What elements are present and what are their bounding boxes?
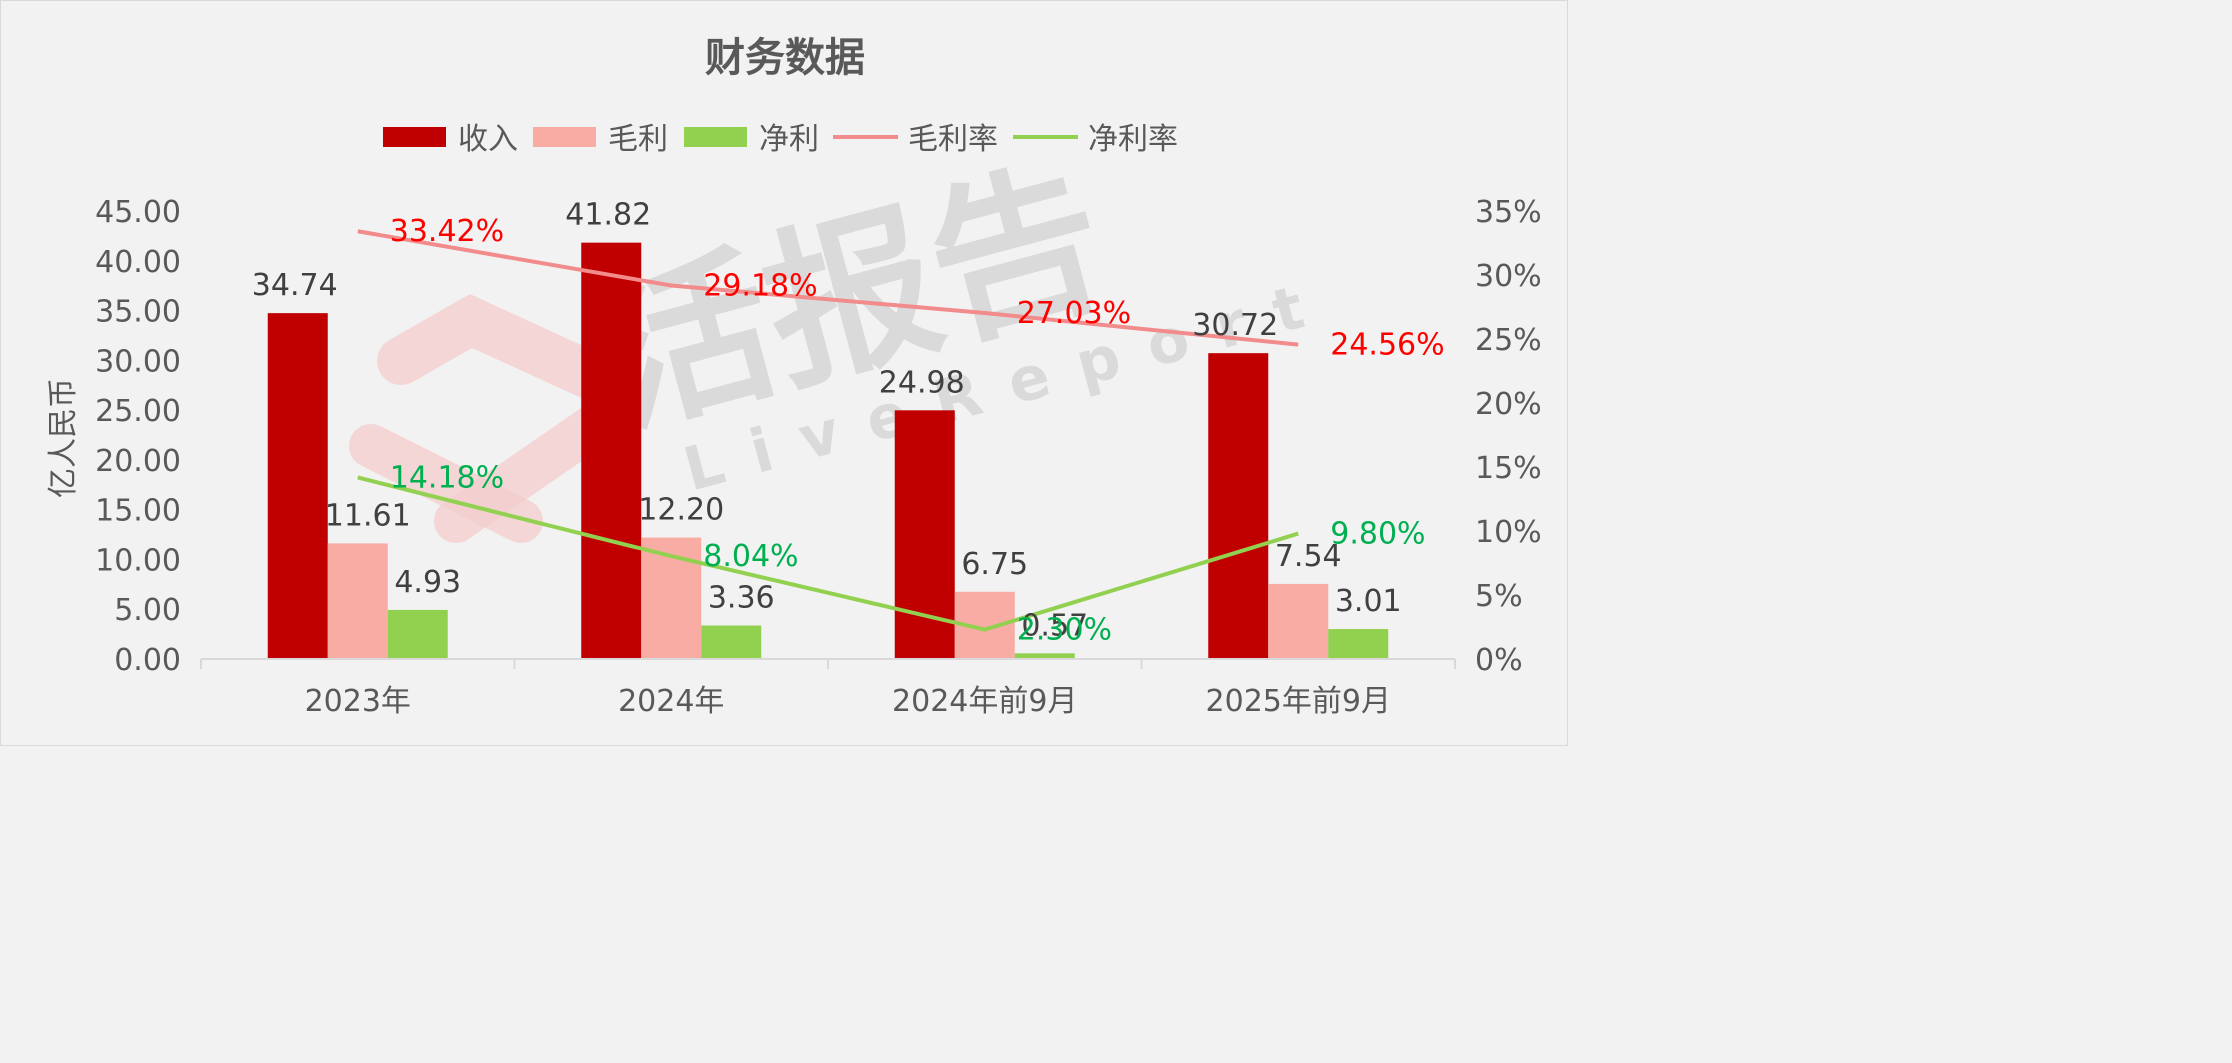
line-毛利率 bbox=[357, 229, 1299, 347]
watermark-shape bbox=[377, 294, 615, 400]
y-tick-label: 20.00 bbox=[95, 444, 181, 479]
legend-swatch-1 bbox=[533, 127, 596, 147]
line-data-label: 27.03% bbox=[1017, 296, 1131, 331]
bar-净利-1 bbox=[701, 625, 762, 659]
bar-data-label: 6.75 bbox=[961, 547, 1028, 582]
bar-收入-3 bbox=[1208, 353, 1269, 659]
bar-data-label: 30.72 bbox=[1192, 308, 1278, 343]
legend: 收入 毛利 净利 毛利率 净利率 bbox=[383, 122, 1178, 157]
y-axis-left: 0.00 5.00 10.00 15.00 20.00 25.00 30.00 35.00 40… bbox=[95, 195, 181, 678]
bar-data-label: 3.01 bbox=[1335, 584, 1402, 619]
y-axis-right: 0% 5% 10% 15% 20% 25% 30% 35% bbox=[1475, 195, 1542, 678]
bar-data-label: 7.54 bbox=[1275, 539, 1342, 574]
line-data-label: 9.80% bbox=[1330, 517, 1425, 552]
bar-data-label: 34.74 bbox=[252, 268, 338, 303]
x-tick-label: 2025年前9月 bbox=[1206, 684, 1391, 719]
legend-label-4: 净利率 bbox=[1088, 122, 1178, 157]
line-data-label: 29.18% bbox=[703, 268, 817, 303]
y2-tick-label: 30% bbox=[1475, 259, 1542, 294]
y2-tick-label: 20% bbox=[1475, 387, 1542, 422]
x-tick-label: 2023年 bbox=[305, 684, 411, 719]
y2-tick-label: 35% bbox=[1475, 195, 1542, 230]
y-tick-label: 45.00 bbox=[95, 195, 181, 230]
x-tick-label: 2024年 bbox=[618, 684, 724, 719]
y-tick-label: 35.00 bbox=[95, 295, 181, 330]
y-tick-label: 25.00 bbox=[95, 394, 181, 429]
y-tick-label: 15.00 bbox=[95, 494, 181, 529]
bar-收入-1 bbox=[581, 242, 642, 659]
y-tick-label: 5.00 bbox=[114, 593, 181, 628]
y-tick-label: 40.00 bbox=[95, 245, 181, 280]
line-data-label: 24.56% bbox=[1330, 328, 1444, 363]
chart-frame: 活报告 LiveReport 财务数据 收入 毛利 净利 毛利率 净利率 0.00 5.00… bbox=[0, 0, 1568, 746]
y2-tick-label: 0% bbox=[1475, 643, 1523, 678]
line-净利率 bbox=[357, 475, 1299, 632]
y-tick-label: 10.00 bbox=[95, 543, 181, 578]
data-labels: 34.74 41.82 24.98 30.72 11.61 12.20 6.75 7.54 4.… bbox=[252, 198, 1445, 648]
bar-data-label: 3.36 bbox=[708, 581, 775, 616]
legend-label-1: 毛利 bbox=[608, 122, 668, 157]
line-data-label: 8.04% bbox=[703, 539, 798, 574]
x-axis: 2023年 2024年 2024年前9月 2025年前9月 bbox=[200, 658, 1456, 719]
line-series bbox=[357, 229, 1299, 632]
line-data-label: 33.42% bbox=[390, 214, 504, 249]
line-data-label: 2.30% bbox=[1017, 613, 1112, 648]
x-tick-label: 2024年前9月 bbox=[892, 684, 1077, 719]
y-axis-label: 亿人民币 bbox=[46, 378, 81, 498]
legend-swatch-0 bbox=[383, 127, 446, 147]
bar-净利-2 bbox=[1014, 653, 1075, 659]
y-tick-label: 30.00 bbox=[95, 344, 181, 379]
bar-毛利-0 bbox=[327, 543, 388, 659]
legend-label-2: 净利 bbox=[759, 122, 819, 157]
bar-data-label: 24.98 bbox=[879, 365, 965, 400]
bar-data-label: 4.93 bbox=[394, 565, 461, 600]
bar-毛利-3 bbox=[1268, 583, 1329, 659]
y2-tick-label: 5% bbox=[1475, 579, 1523, 614]
line-data-label: 14.18% bbox=[390, 460, 504, 495]
bar-data-label: 11.61 bbox=[325, 498, 411, 533]
bar-净利-0 bbox=[387, 609, 448, 659]
bar-收入-0 bbox=[267, 313, 328, 659]
legend-swatch-2 bbox=[684, 127, 747, 147]
bar-data-label: 0.57 bbox=[1021, 608, 1088, 643]
y2-tick-label: 10% bbox=[1475, 515, 1542, 550]
legend-label-3: 毛利率 bbox=[908, 122, 998, 157]
legend-label-0: 收入 bbox=[458, 122, 518, 157]
watermark-shape bbox=[434, 399, 623, 543]
y2-tick-label: 25% bbox=[1475, 323, 1542, 358]
y-tick-label: 0.00 bbox=[114, 643, 181, 678]
bar-净利-3 bbox=[1328, 629, 1389, 659]
bar-data-label: 41.82 bbox=[565, 198, 651, 233]
bar-data-label: 12.20 bbox=[638, 493, 724, 528]
y2-tick-label: 15% bbox=[1475, 451, 1542, 486]
chart-title: 财务数据 bbox=[705, 35, 865, 81]
